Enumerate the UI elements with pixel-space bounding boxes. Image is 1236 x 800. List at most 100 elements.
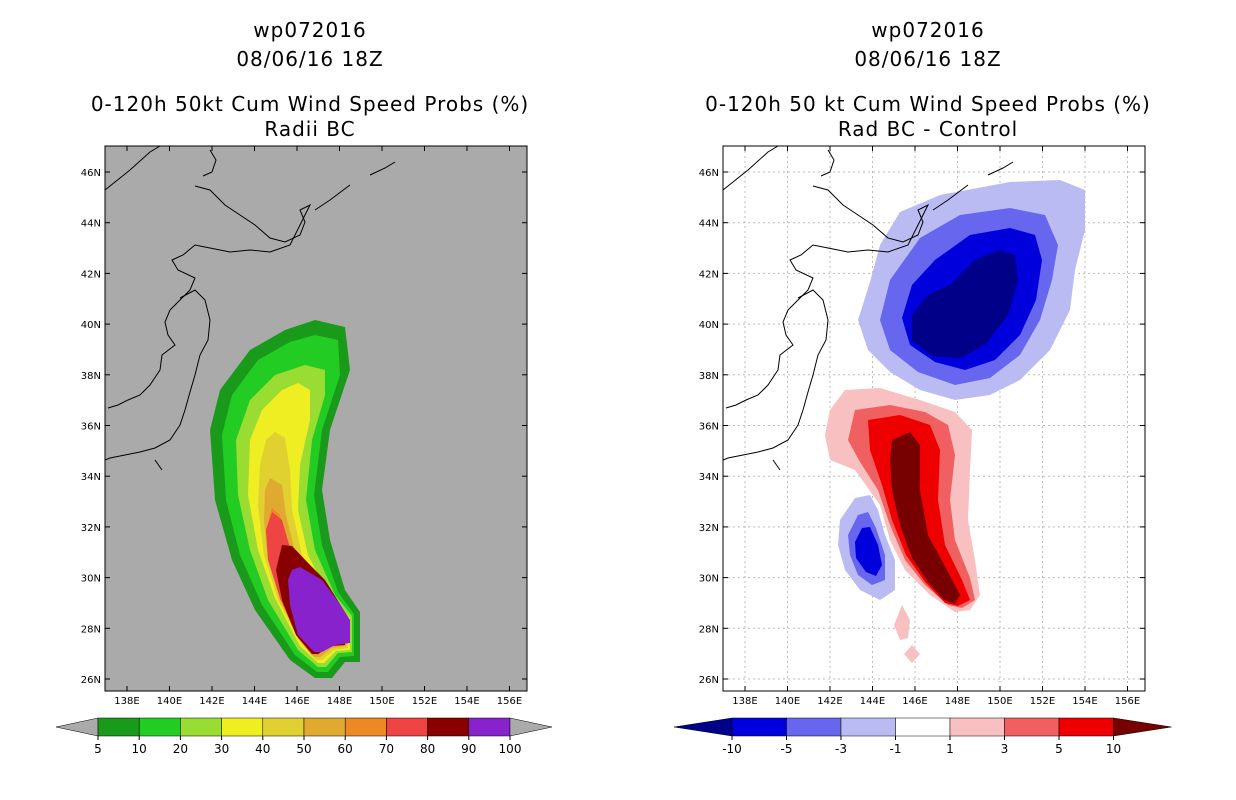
colorbar-label: 10 (1106, 742, 1121, 756)
colorbar-swatch (138, 717, 181, 737)
lon-label: 148E (327, 696, 352, 707)
lat-label: 36N (81, 422, 101, 433)
lon-label: 152E (1030, 696, 1055, 707)
right-difference-contours (825, 180, 1085, 663)
right-subtitle: Rad BC - Control (837, 117, 1019, 141)
right-datetime: 08/06/16 18Z (854, 47, 1002, 71)
colorbar-label: -3 (835, 742, 847, 756)
lat-label: 40N (699, 320, 719, 331)
left-probability-contours (210, 320, 360, 678)
colorbar-label: 90 (461, 742, 476, 756)
diff-pos10-contour (890, 432, 960, 604)
colorbar-label: -5 (781, 742, 793, 756)
colorbar-swatch (468, 717, 511, 737)
colorbar-swatch (840, 717, 896, 737)
left-lon-axis: 138E 140E 142E 144E 146E 148E 150E 152E 154E 156E (114, 146, 522, 707)
lat-label: 44N (81, 219, 101, 230)
colorbar-label: 100 (499, 742, 522, 756)
lat-label: 30N (699, 574, 719, 585)
colorbar-high-arrow (509, 717, 553, 737)
colorbar-swatch (262, 717, 305, 737)
lon-label: 144E (242, 696, 267, 707)
colorbar-label: 80 (420, 742, 435, 756)
right-lon-axis: 138E 140E 142E 144E 146E 148E 150E 152E 154E 156E (732, 146, 1140, 707)
colorbar-high-arrow (1113, 717, 1172, 737)
lat-label: 42N (699, 269, 719, 280)
colorbar-label: 60 (338, 742, 353, 756)
colorbar-label: 5 (94, 742, 102, 756)
lon-label: 146E (902, 696, 927, 707)
prob-90-contour (288, 567, 350, 652)
left-colorbar: 5 10 20 30 40 50 60 70 80 90 100 (55, 717, 553, 756)
colorbar-swatch (344, 717, 387, 737)
lon-label: 146E (284, 696, 309, 707)
lon-label: 140E (775, 696, 800, 707)
diff-neg10-contour (912, 250, 1018, 358)
colorbar-label: 40 (255, 742, 270, 756)
colorbar-label: 30 (214, 742, 229, 756)
lon-label: 156E (497, 696, 522, 707)
colorbar-label: 20 (173, 742, 188, 756)
lon-label: 152E (412, 696, 437, 707)
lon-label: 140E (157, 696, 182, 707)
lat-label: 28N (699, 624, 719, 635)
lon-label: 142E (199, 696, 224, 707)
lat-label: 32N (81, 523, 101, 534)
colorbar-label: 1 (946, 742, 954, 756)
left-map-frame (104, 145, 528, 692)
lat-label: 32N (699, 523, 719, 534)
right-title-block: wp072016 08/06/16 18Z 0-120h 50 kt Cum W… (648, 16, 1208, 144)
lat-label: 40N (81, 320, 101, 331)
right-map-frame (722, 145, 1146, 692)
lat-label: 44N (699, 219, 719, 230)
left-storm-id: wp072016 (253, 18, 367, 42)
colorbar-label: -1 (890, 742, 902, 756)
right-map: 46N 44N 42N 40N 38N 36N 34N 32N 30N 28N 26N 138E 14… (699, 145, 1146, 707)
colorbar-swatch (949, 717, 1005, 737)
lat-label: 26N (81, 675, 101, 686)
colorbar-label: 50 (296, 742, 311, 756)
colorbar-low-arrow (55, 717, 99, 737)
colorbar-swatch (895, 717, 951, 737)
left-title: 0-120h 50kt Cum Wind Speed Probs (%) (90, 92, 530, 116)
colorbar-swatch (97, 717, 140, 737)
colorbar-label: 3 (1001, 742, 1009, 756)
colorbar-swatch (427, 717, 470, 737)
lon-label: 144E (860, 696, 885, 707)
colorbar-swatch (180, 717, 222, 737)
right-storm-id: wp072016 (871, 18, 985, 42)
lat-label: 28N (81, 624, 101, 635)
colorbar-label: 5 (1055, 742, 1063, 756)
diff-pos1-dot-b (904, 645, 920, 663)
lon-label: 154E (1072, 696, 1097, 707)
colorbar-label: -10 (722, 742, 742, 756)
lat-label: 34N (699, 472, 719, 483)
left-title-block: wp072016 08/06/16 18Z 0-120h 50kt Cum Wi… (30, 16, 590, 144)
colorbar-swatch (386, 717, 428, 737)
colorbar-swatch (731, 717, 787, 737)
left-subtitle: Radii BC (264, 117, 356, 141)
diff-neg5-small-contour (855, 527, 882, 576)
lon-label: 148E (945, 696, 970, 707)
colorbar-swatch (221, 717, 264, 737)
lat-label: 26N (699, 675, 719, 686)
lon-label: 154E (454, 696, 479, 707)
colorbar-label: 70 (379, 742, 394, 756)
colorbar-swatch (1058, 717, 1114, 737)
lon-label: 138E (114, 696, 139, 707)
lat-label: 38N (699, 371, 719, 382)
lat-label: 30N (81, 574, 101, 585)
right-coastline (723, 146, 1014, 471)
lon-label: 156E (1115, 696, 1140, 707)
right-title: 0-120h 50 kt Cum Wind Speed Probs (%) (705, 92, 1151, 116)
diff-pos1-dot-a (894, 605, 910, 640)
lat-label: 34N (81, 472, 101, 483)
colorbar-swatch (1004, 717, 1060, 737)
lat-label: 42N (81, 269, 101, 280)
lat-label: 46N (81, 168, 101, 179)
lon-label: 150E (987, 696, 1012, 707)
left-datetime: 08/06/16 18Z (236, 47, 384, 71)
left-map: 46N 44N 42N 40N 38N 36N 34N 32N 30N 28N 26N 138E 14… (81, 145, 528, 707)
colorbar-low-arrow (673, 717, 733, 737)
